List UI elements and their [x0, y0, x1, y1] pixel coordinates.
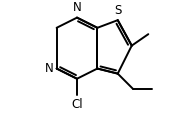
Text: N: N — [45, 62, 54, 75]
Text: Cl: Cl — [71, 99, 83, 112]
Text: S: S — [114, 4, 121, 17]
Text: N: N — [73, 1, 81, 14]
